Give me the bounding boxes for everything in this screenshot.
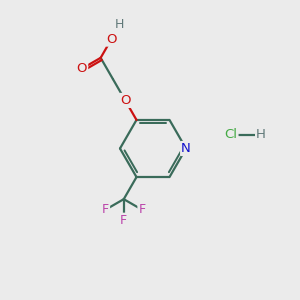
Text: O: O <box>120 94 130 107</box>
Text: Cl: Cl <box>224 128 238 142</box>
Text: N: N <box>181 142 191 155</box>
Text: F: F <box>138 203 146 216</box>
Text: O: O <box>77 62 87 75</box>
Text: H: H <box>115 18 124 31</box>
Text: F: F <box>102 203 109 216</box>
Text: O: O <box>106 33 117 46</box>
Text: H: H <box>256 128 266 142</box>
Text: F: F <box>120 214 127 227</box>
